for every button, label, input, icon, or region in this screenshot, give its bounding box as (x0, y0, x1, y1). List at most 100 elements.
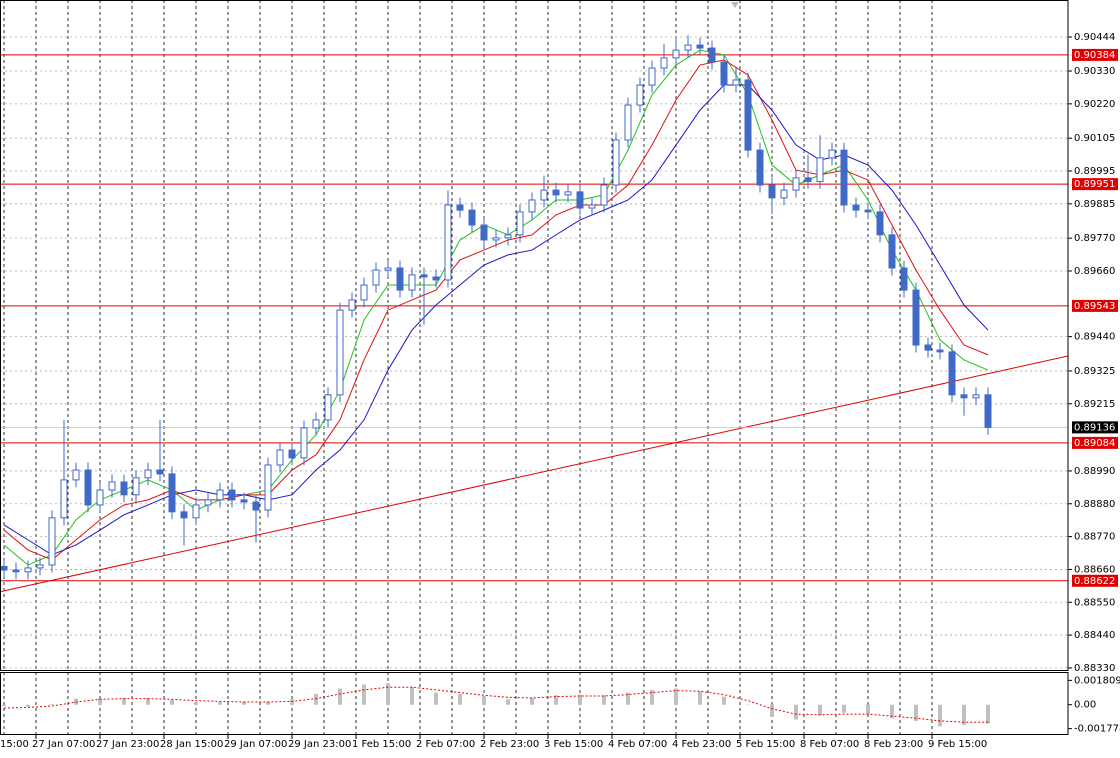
y-tick-label: 0.90444 (1074, 32, 1115, 43)
candle-body (648, 67, 656, 86)
candle-body (828, 149, 836, 159)
candle-body (36, 564, 44, 569)
candle-body (456, 204, 464, 211)
candle-body (276, 449, 284, 466)
y-tick-label: 0.89325 (1074, 366, 1115, 377)
candle-body (840, 149, 848, 206)
candle-body (972, 394, 980, 399)
y-tick-label: 0.88770 (1074, 532, 1115, 543)
x-tick-label: 4 Feb 07:00 (608, 739, 667, 750)
y-tick-label: 0.89215 (1074, 399, 1115, 410)
osc-bar (674, 688, 678, 705)
candle-body (360, 284, 368, 301)
candle-body (540, 189, 548, 201)
candle-body (732, 79, 740, 86)
y-tick-label: 0.88660 (1074, 564, 1115, 575)
candle-body (300, 427, 308, 459)
level-label-bg (1072, 48, 1118, 61)
candle-body (780, 189, 788, 199)
trendline (0, 355, 1068, 593)
candle-body (324, 394, 332, 421)
osc-bar (482, 696, 486, 705)
x-tick-label: 3 Feb 15:00 (544, 739, 603, 750)
osc-bar (50, 704, 54, 705)
osc-bar (986, 704, 990, 724)
x-tick-label: 27 Jan 23:00 (96, 739, 159, 750)
level-label-bg (1072, 436, 1118, 449)
candle-body (192, 504, 200, 519)
moving-average (3, 49, 989, 566)
osc-bar (938, 704, 942, 727)
candle-body (348, 299, 356, 311)
candle-body (600, 184, 608, 206)
candle-body (624, 104, 632, 141)
level-label: 0.89543 (1074, 301, 1115, 312)
osc-bar (962, 704, 966, 725)
candle-body (528, 199, 536, 213)
candle-body (468, 209, 476, 226)
x-tick-label: 8 Feb 23:00 (864, 739, 923, 750)
candle-body (60, 479, 68, 519)
osc-bar (314, 693, 318, 705)
osc-bar (458, 693, 462, 705)
osc-bar (122, 697, 126, 705)
candle-body (336, 309, 344, 396)
y-tick-label: 0.90220 (1074, 99, 1115, 110)
y-tick-label: 0.89440 (1074, 332, 1115, 343)
y-tick-label: 0.89885 (1074, 199, 1115, 210)
candle-body (216, 489, 224, 501)
osc-bar (98, 697, 102, 705)
candle-body (936, 349, 944, 353)
candle-body (900, 267, 908, 291)
candle-body (552, 189, 560, 196)
y-tick-label: 0.89770 (1074, 233, 1115, 244)
candle-body (12, 569, 20, 573)
x-tick-label: 28 Jan 15:00 (160, 739, 223, 750)
candle-body (984, 394, 992, 428)
candle-body (444, 204, 452, 281)
osc-bar (290, 699, 294, 705)
candle-body (948, 351, 956, 396)
osc-bar (242, 702, 246, 705)
candle-body (804, 177, 812, 182)
candle-body (564, 191, 572, 196)
candle-body (792, 177, 800, 191)
level-label-bg (1072, 299, 1118, 312)
candle-body (888, 234, 896, 269)
candle-body (744, 79, 752, 151)
candle-body (684, 44, 692, 51)
candle-body (492, 237, 500, 241)
osc-bar (26, 704, 30, 707)
y-tick-label: 0.90105 (1074, 133, 1115, 144)
level-label: 0.89084 (1074, 438, 1115, 449)
axis-labels: 15:00 27 Jan 07:00 27 Jan 23:00 28 Jan 15:0… (0, 32, 1120, 750)
candle-body (204, 499, 212, 506)
candle-body (696, 44, 704, 49)
candle-body (852, 204, 860, 211)
osc-bar (794, 704, 798, 720)
osc-tick-label: 0.001809 (1074, 675, 1120, 686)
candle-body (672, 49, 680, 59)
candle-body (612, 139, 620, 186)
candle-body (132, 477, 140, 496)
y-tick-label: 0.90330 (1074, 66, 1115, 77)
x-tick-label: 15:00 (0, 739, 29, 750)
candle-body (768, 184, 776, 199)
y-tick-label: 0.88330 (1074, 663, 1115, 674)
oscillator-plot (2, 683, 990, 727)
osc-bar (386, 683, 390, 705)
osc-bar (602, 695, 606, 705)
y-tick-label: 0.89660 (1074, 266, 1115, 277)
candle-body (720, 61, 728, 86)
level-label-bg (1072, 574, 1118, 587)
candle-body (312, 419, 320, 429)
candle-body (384, 267, 392, 271)
y-tick-label: 0.88550 (1074, 597, 1115, 608)
candle-body (396, 267, 404, 291)
osc-tick-label: 0.00 (1074, 700, 1096, 711)
candle-body (144, 469, 152, 479)
osc-bar (554, 695, 558, 705)
candle-body (504, 234, 512, 239)
candle-body (432, 276, 440, 281)
x-tick-label: 4 Feb 23:00 (672, 739, 731, 750)
